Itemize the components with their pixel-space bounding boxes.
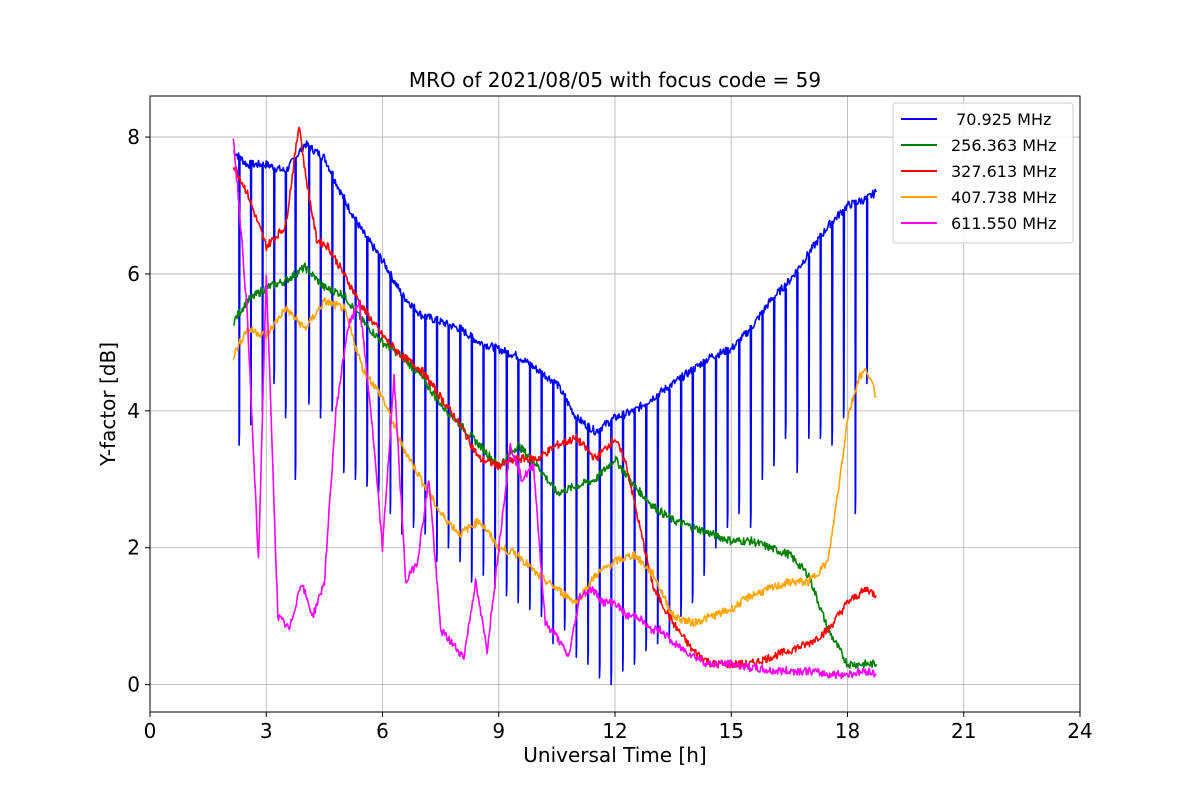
series-line-3 [232,297,877,627]
x-tick-label: 0 [144,719,157,743]
legend: 70.925 MHz 256.363 MHz 327.613 MHz 407.738 … [892,102,1074,244]
legend-box [892,102,1074,244]
y-tick-label: 8 [127,125,140,149]
series-line-0 [233,140,878,686]
x-tick-label: 21 [951,719,976,743]
x-axis-label: Universal Time [h] [523,743,706,767]
x-tick-label: 15 [719,719,744,743]
y-tick-label: 6 [127,262,140,286]
series-line-2 [232,126,878,669]
legend-label: 327.613 MHz [951,162,1056,181]
legend-label: 70.925 MHz [951,110,1051,129]
x-tick-label: 6 [376,719,389,743]
legend-label: 611.550 MHz [951,214,1056,233]
series-line-4 [232,138,877,680]
y-axis-ticks: 0 2 4 6 8 [127,125,150,697]
y-tick-label: 4 [127,399,140,423]
series-line-1 [232,262,878,669]
series-group [232,126,878,686]
legend-label: 256.363 MHz [951,136,1056,155]
legend-label: 407.738 MHz [951,188,1056,207]
x-tick-label: 12 [602,719,627,743]
chart-title: MRO of 2021/08/05 with focus code = 59 [409,68,821,92]
y-tick-label: 0 [127,673,140,697]
x-axis-ticks: 0 3 6 9 12 15 18 21 24 [144,712,1093,743]
y-tick-label: 2 [127,536,140,560]
x-tick-label: 24 [1067,719,1092,743]
x-tick-label: 18 [835,719,860,743]
x-tick-label: 9 [492,719,505,743]
x-tick-label: 3 [260,719,273,743]
y-axis-label: Y-factor [dB] [96,342,120,467]
